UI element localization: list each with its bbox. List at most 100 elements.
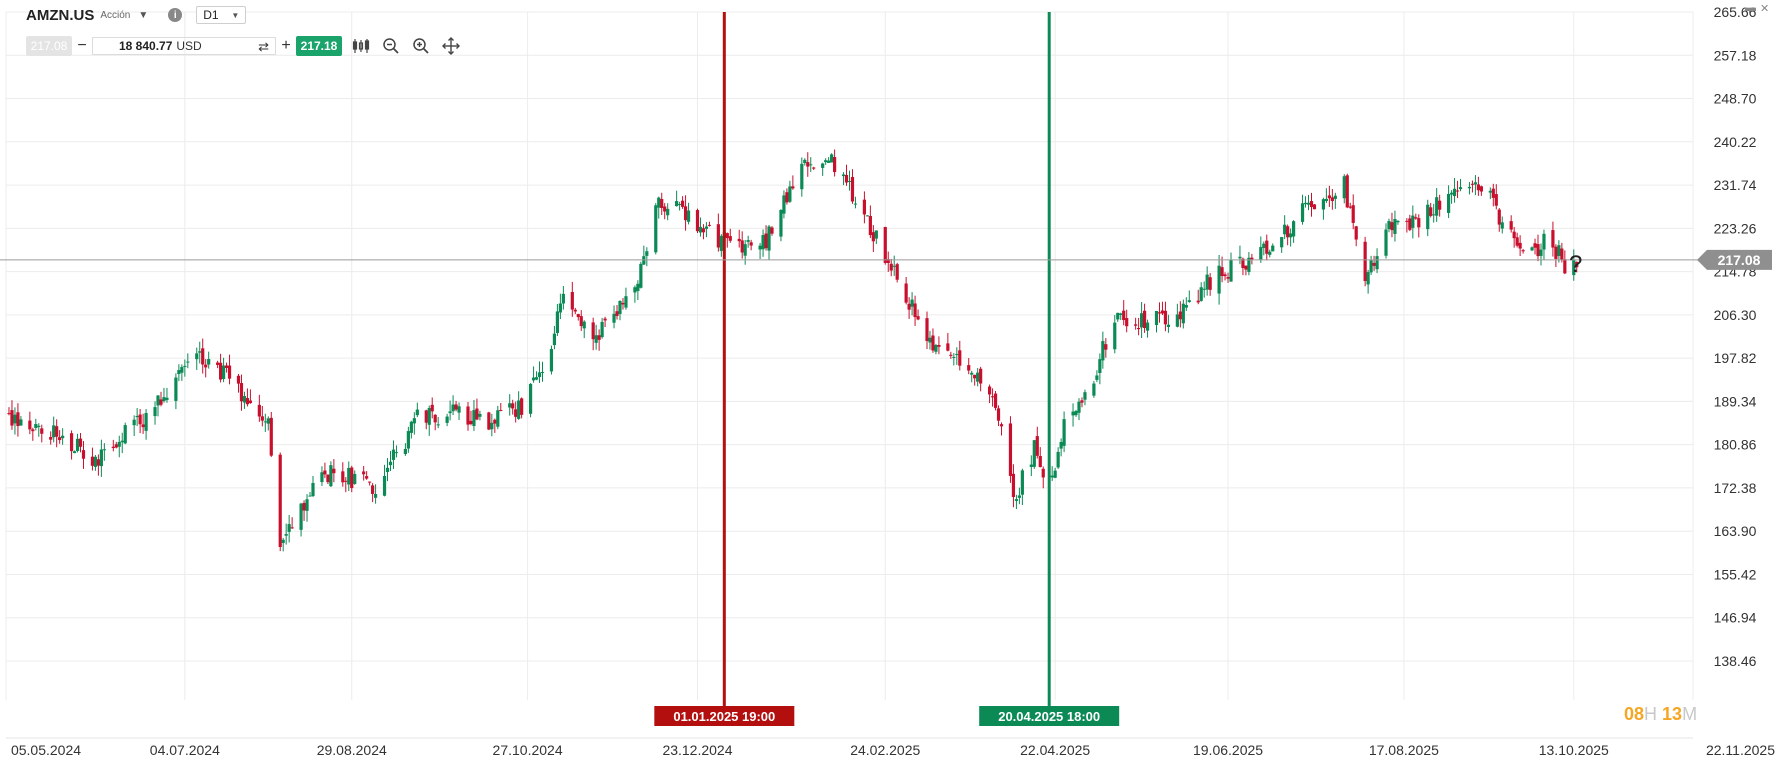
candle-body: [90, 456, 95, 466]
symbol-toolbar: AMZN.US Acción ▼ i D1 ▼: [26, 4, 247, 26]
candle-body: [1387, 220, 1391, 230]
candle-body: [511, 403, 515, 409]
candle-body: [1122, 310, 1126, 321]
candle-body: [934, 345, 938, 352]
move-icon[interactable]: [440, 36, 462, 56]
candle-body: [499, 410, 503, 412]
candle-body: [1029, 464, 1033, 467]
info-icon[interactable]: i: [168, 8, 183, 22]
zoom-in-icon[interactable]: [410, 36, 432, 56]
candle-body: [993, 393, 998, 408]
sell-button[interactable]: 217.08: [26, 36, 72, 56]
candle-body: [1500, 222, 1504, 229]
candlestick-type-icon[interactable]: [350, 36, 372, 56]
timeframe-select[interactable]: D1 ▼: [196, 6, 247, 24]
x-tick-label: 13.10.2025: [1539, 742, 1609, 758]
x-tick-label: 04.07.2024: [150, 742, 220, 758]
candle-body: [165, 397, 169, 400]
symbol-name[interactable]: AMZN.US: [26, 6, 95, 24]
candle-body: [302, 502, 306, 511]
candle-body: [216, 362, 220, 365]
candle-body: [326, 474, 330, 483]
swap-icon[interactable]: ⇄: [258, 39, 269, 54]
candle-body: [1375, 256, 1379, 270]
candle-body: [999, 424, 1004, 427]
symbol-dropdown-icon[interactable]: ▼: [138, 9, 149, 21]
candle-body: [1306, 202, 1311, 205]
candle-body: [236, 375, 241, 384]
candle-body: [1178, 311, 1182, 320]
candle-body: [716, 224, 720, 248]
candle-body: [624, 296, 628, 308]
zoom-out-icon[interactable]: [380, 36, 402, 56]
candle-body: [1041, 468, 1045, 478]
candle-body: [1139, 313, 1144, 328]
candle-body: [290, 527, 294, 529]
candle-body: [424, 410, 428, 423]
candle-body: [141, 424, 145, 428]
candle-body: [323, 470, 327, 475]
candle-body: [615, 311, 619, 316]
candle-body: [278, 454, 282, 548]
candle-body: [183, 365, 187, 367]
candle-body: [347, 467, 351, 485]
buy-button[interactable]: 217.18: [296, 36, 342, 56]
candle-body: [1181, 303, 1185, 324]
time-marker-box: [654, 706, 795, 726]
candle-body: [746, 240, 750, 242]
candle-body: [597, 335, 601, 340]
candle-body: [549, 348, 554, 372]
candle-body: [52, 425, 56, 438]
candle-body: [1390, 222, 1394, 231]
candle-body: [1518, 242, 1522, 249]
candle-body: [701, 228, 706, 233]
candle-body: [737, 238, 741, 242]
candle-body: [195, 353, 199, 360]
candle-body: [886, 259, 890, 264]
candles: [7, 149, 1579, 552]
volume-input[interactable]: 18 840.77 USD ⇄: [92, 37, 276, 55]
candle-body: [892, 265, 896, 267]
candle-body: [824, 160, 828, 163]
candle-body: [973, 374, 977, 379]
y-tick-label: 206.30: [1714, 307, 1757, 323]
candle-body: [830, 154, 834, 163]
countdown-minutes: 13: [1662, 704, 1683, 724]
candle-body: [72, 451, 77, 454]
candle-body: [976, 372, 980, 382]
candle-body: [55, 426, 59, 437]
candle-body: [1292, 221, 1296, 237]
candle-body: [1330, 197, 1334, 202]
y-tick-label: 189.34: [1714, 393, 1757, 409]
candle-body: [1116, 312, 1120, 320]
x-tick-label: 19.06.2025: [1193, 742, 1263, 758]
volume-increase-button[interactable]: +: [281, 37, 291, 54]
candle-body: [576, 314, 580, 318]
candle-body: [1417, 218, 1421, 228]
close-icon[interactable]: ✕: [1760, 3, 1770, 15]
candle-body: [1035, 436, 1039, 456]
x-tick-label: 22.11.2025: [1706, 742, 1775, 758]
candle-body: [1494, 194, 1498, 206]
candle-body: [156, 395, 160, 406]
candle-body: [248, 400, 253, 404]
candle-body: [1488, 190, 1492, 193]
candle-body: [1202, 288, 1206, 290]
candle-body: [1145, 322, 1150, 331]
volume-decrease-button[interactable]: −: [77, 37, 87, 54]
candle-body: [365, 476, 369, 479]
candle-body: [153, 407, 157, 417]
candle-body: [779, 210, 783, 237]
candle-body: [1157, 312, 1162, 314]
candle-body: [69, 433, 74, 452]
current-price-tag: [1697, 249, 1772, 270]
candle-body: [967, 365, 971, 371]
candle-body: [1062, 419, 1066, 446]
minimize-icon[interactable]: ▬: [1745, 2, 1756, 14]
candle-body: [770, 227, 774, 234]
candle-body: [1223, 274, 1227, 277]
candle-body: [1557, 245, 1561, 256]
candle-body: [1175, 314, 1179, 327]
